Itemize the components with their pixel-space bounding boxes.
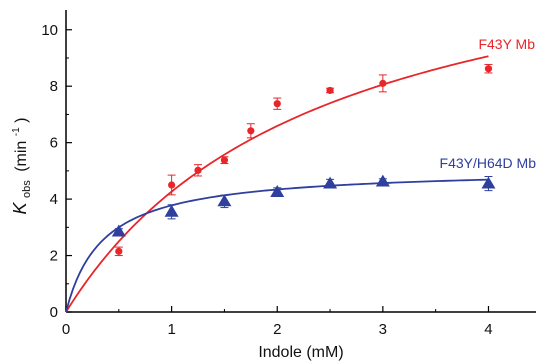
data-point bbox=[217, 194, 232, 207]
data-point bbox=[168, 181, 176, 189]
fit-curve bbox=[65, 178, 489, 313]
data-point bbox=[220, 156, 229, 164]
x-tick-label: 4 bbox=[484, 321, 492, 338]
series-label: F43Y Mb bbox=[478, 36, 535, 52]
y-axis-symbol: K bbox=[10, 201, 30, 214]
axes bbox=[65, 10, 536, 313]
data-point bbox=[375, 174, 390, 187]
data-point bbox=[484, 65, 493, 73]
fit-curves bbox=[65, 55, 489, 313]
data-point bbox=[481, 176, 496, 189]
y-axis-unit-open: (min bbox=[13, 141, 30, 172]
y-tick-label: 4 bbox=[50, 191, 58, 208]
y-tick-label: 8 bbox=[50, 78, 58, 95]
data-point bbox=[111, 224, 126, 237]
data-point bbox=[115, 247, 123, 255]
data-points bbox=[111, 65, 496, 255]
fit-curve bbox=[65, 55, 489, 313]
data-point bbox=[326, 86, 334, 95]
y-tick-label: 0 bbox=[50, 304, 58, 321]
x-axis-title: Indole (mM) bbox=[258, 344, 343, 361]
y-axis-subscript: obs bbox=[21, 180, 33, 198]
series-labels: F43Y Mb F43Y/H64D Mb bbox=[440, 36, 536, 171]
y-tick-label: 6 bbox=[50, 135, 58, 152]
x-tick-label: 3 bbox=[379, 321, 387, 338]
series-label: F43Y/H64D Mb bbox=[440, 155, 536, 171]
data-point bbox=[379, 79, 387, 87]
y-axis-unit-close: ) bbox=[13, 118, 30, 123]
x-tick-label: 2 bbox=[273, 321, 281, 338]
data-point bbox=[273, 100, 281, 108]
ticks: 0 1 2 3 4 0 2 4 6 8 10 bbox=[41, 22, 492, 338]
x-tick-label: 0 bbox=[62, 321, 70, 338]
error-bars bbox=[114, 63, 493, 257]
data-point bbox=[194, 166, 202, 174]
x-tick-label: 1 bbox=[167, 321, 175, 338]
y-axis-title: K obs (min -1 ) bbox=[6, 118, 34, 215]
data-point bbox=[270, 185, 285, 197]
y-tick-label: 10 bbox=[41, 22, 58, 39]
data-point bbox=[323, 176, 338, 189]
y-tick-label: 2 bbox=[50, 248, 58, 265]
data-point bbox=[247, 127, 255, 135]
data-point bbox=[164, 204, 179, 217]
y-axis-unit-sup: -1 bbox=[11, 127, 22, 136]
